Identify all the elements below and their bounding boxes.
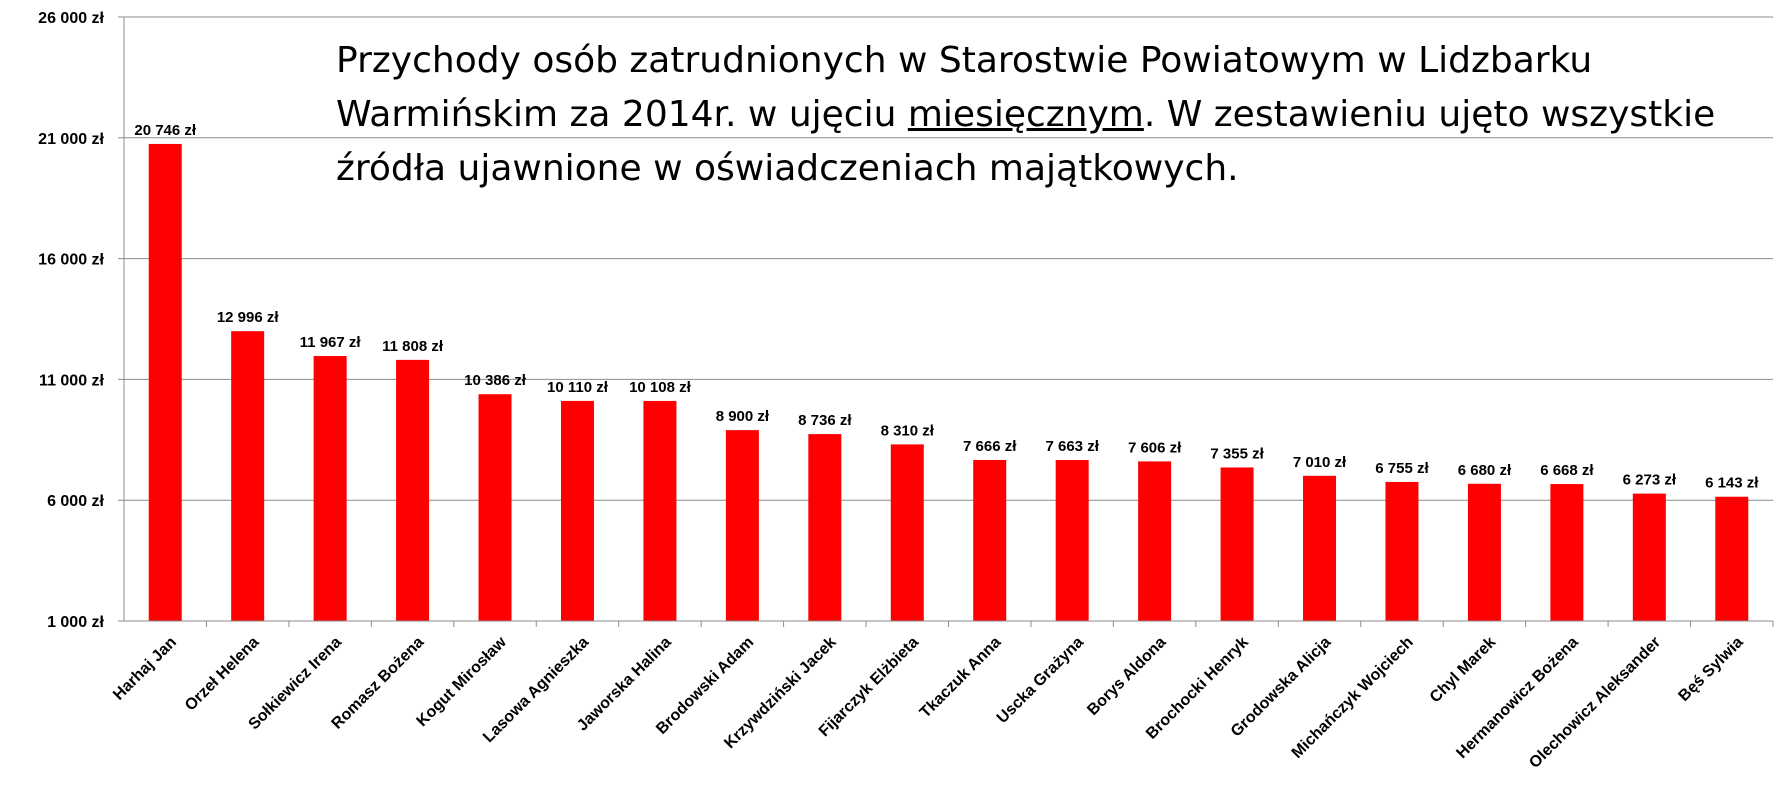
data-label: 6 755 zł (1375, 460, 1429, 477)
data-label: 12 996 zł (217, 309, 280, 326)
bar (1632, 493, 1666, 621)
bar (1055, 460, 1089, 621)
data-label: 6 273 zł (1623, 472, 1677, 489)
data-label: 7 663 zł (1045, 438, 1099, 455)
chart-title: Przychody osób zatrudnionych w Starostwi… (336, 34, 1716, 196)
data-labels: 20 746 zł 12 996 zł 11 967 zł 11 808 zł 10 3… (134, 122, 1759, 492)
bar (1385, 481, 1419, 621)
data-label: 10 386 zł (464, 372, 527, 389)
bar (478, 394, 512, 621)
x-category-label: Borys Aldona (1084, 634, 1169, 719)
y-tick-label: 6 000 zł (47, 493, 104, 510)
axes (123, 17, 1773, 622)
bar (1220, 467, 1254, 621)
data-label: 7 666 zł (963, 438, 1017, 455)
y-tick-label: 1 000 zł (47, 614, 104, 631)
title-underlined-word: miesięcznym (907, 94, 1144, 135)
y-tick-label: 11 000 zł (39, 372, 105, 389)
data-label: 10 108 zł (629, 379, 692, 396)
x-category-label: Harhaj Jan (110, 634, 180, 704)
bar (560, 400, 594, 621)
title-part-1: Przychody osób zatrudnionych w Starostwi… (336, 40, 1593, 135)
data-label: 6 680 zł (1458, 462, 1512, 479)
y-tick-label: 26 000 zł (38, 10, 104, 27)
bar (1138, 461, 1172, 621)
bar (1715, 496, 1749, 621)
bar (1550, 484, 1584, 621)
data-label: 6 143 zł (1705, 475, 1759, 492)
y-axis-tick-labels: 1 000 zł 6 000 zł 11 000 zł 16 000 zł 21 000… (38, 10, 104, 631)
x-category-label: Chyl Marek (1427, 634, 1499, 706)
data-label: 8 310 zł (881, 422, 935, 439)
data-label: 6 668 zł (1540, 462, 1594, 479)
data-label: 7 355 zł (1210, 445, 1264, 462)
data-label: 20 746 zł (134, 122, 197, 139)
data-label: 10 110 zł (547, 379, 609, 396)
bar (231, 331, 265, 621)
bar (313, 356, 347, 621)
x-category-label: Orzeł Helena (182, 634, 263, 715)
title-part-2: . W zestawieniu ujęto wszystkie źródła u… (336, 94, 1716, 189)
y-tick-label: 16 000 zł (38, 252, 104, 269)
bar (1467, 483, 1501, 621)
data-label: 7 010 zł (1293, 454, 1347, 471)
x-category-label: Olechowicz Aleksander (1526, 634, 1664, 772)
bar (890, 444, 924, 621)
x-category-label: Uscka Grażyna (994, 634, 1087, 727)
x-category-label: Bęś Sylwia (1675, 634, 1746, 705)
data-label: 11 967 zł (300, 334, 362, 351)
bar (973, 459, 1007, 621)
bar (725, 430, 759, 621)
data-label: 7 606 zł (1128, 439, 1182, 456)
data-label: 11 808 zł (382, 338, 444, 355)
bar (808, 434, 842, 621)
data-label: 8 736 zł (798, 412, 852, 429)
data-label: 8 900 zł (716, 408, 770, 425)
bar (148, 143, 182, 621)
x-category-label: Kogut Mirosław (414, 633, 511, 730)
y-tick-label: 21 000 zł (38, 131, 104, 148)
bar (396, 359, 430, 621)
x-category-label: Tkaczuk Anna (917, 634, 1005, 722)
bar (643, 400, 677, 621)
bar (1303, 475, 1337, 621)
bars (148, 143, 1749, 621)
